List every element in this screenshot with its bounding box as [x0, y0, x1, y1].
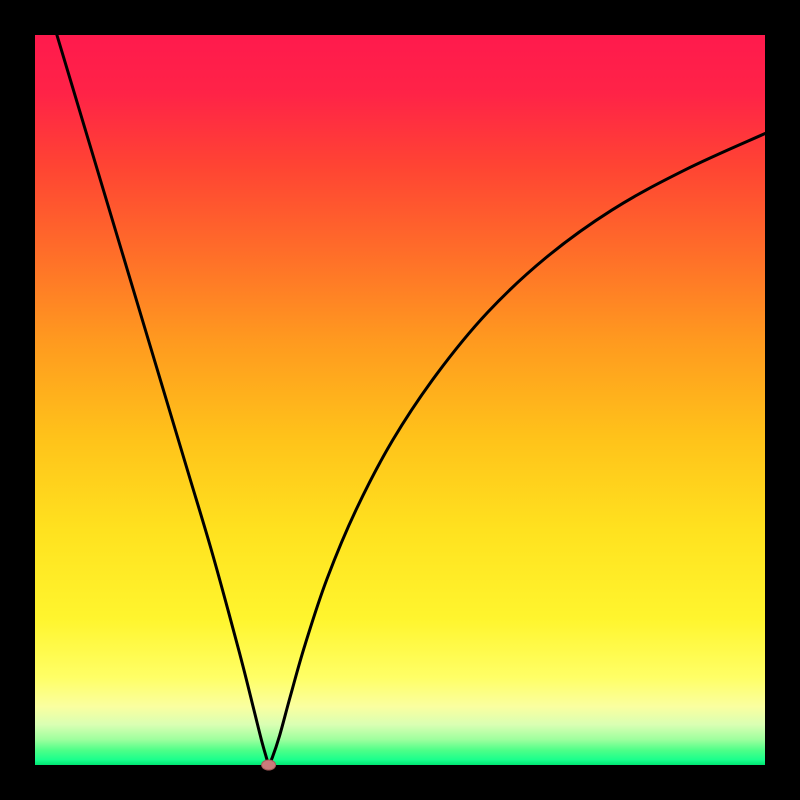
- bottleneck-chart: [0, 0, 800, 800]
- plot-background: [35, 35, 765, 765]
- watermark-text: TheBottleneck.com: [642, 4, 790, 22]
- chart-container: TheBottleneck.com: [0, 0, 800, 800]
- minimum-marker: [262, 760, 276, 770]
